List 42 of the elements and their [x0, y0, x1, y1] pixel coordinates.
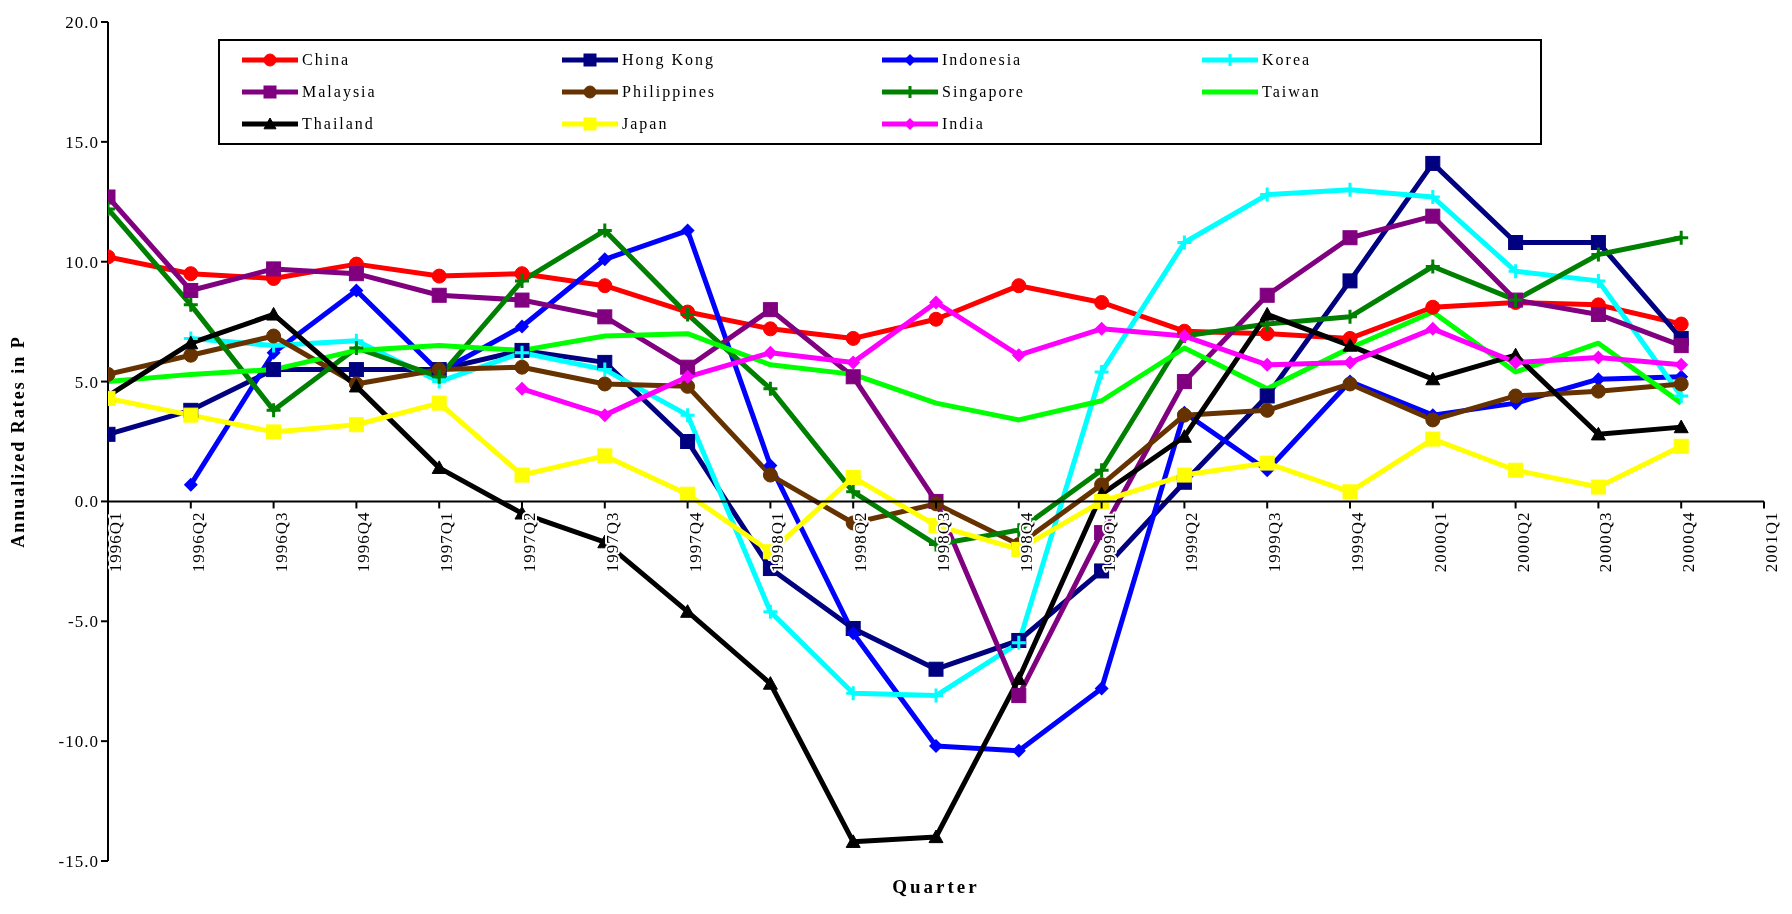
- x-tick-label: 2000Q1: [1430, 511, 1450, 573]
- legend-label: China: [302, 51, 351, 69]
- x-tick-label: 1996Q1: [106, 511, 125, 573]
- y-tick-label: -5.0: [68, 612, 99, 632]
- x-tick-label: 2000Q2: [1513, 511, 1533, 573]
- x-axis-title: Quarter: [891, 876, 981, 898]
- x-tick-label: 1998Q2: [851, 511, 871, 573]
- legend-label: Indonesia: [942, 51, 1023, 69]
- x-tick-label: 1999Q2: [1182, 511, 1202, 573]
- y-tick-label: 10.0: [65, 252, 99, 272]
- x-tick-label: 1998Q1: [768, 511, 788, 573]
- y-tick-label: 20.0: [65, 13, 99, 33]
- x-tick-label: 1997Q1: [437, 511, 457, 573]
- x-tick-label: 1996Q3: [271, 511, 291, 573]
- x-tick-label: 1997Q2: [520, 511, 539, 573]
- y-axis-title: Annualized Rates in P: [8, 335, 29, 548]
- x-tick-label: 1997Q3: [602, 511, 622, 573]
- x-tick-label: 1996Q2: [188, 511, 208, 573]
- y-tick-label: 0.0: [74, 492, 99, 512]
- x-tick-label: 2000Q3: [1596, 511, 1616, 573]
- y-tick-label: 15.0: [65, 132, 99, 152]
- legend-label: Malaysia: [302, 83, 377, 101]
- y-tick-label: -15.0: [58, 852, 99, 872]
- y-tick-label: -10.0: [58, 732, 99, 752]
- x-tick-label: 2000Q4: [1679, 511, 1699, 573]
- legend-label: Thailand: [302, 115, 375, 133]
- legend-label: Singapore: [942, 83, 1025, 101]
- x-tick-label: 1996Q4: [354, 511, 374, 573]
- legend-label: Philippines: [622, 83, 717, 101]
- x-tick-label: 1999Q3: [1265, 511, 1285, 573]
- legend-label: Japan: [622, 115, 669, 133]
- x-tick-label: 1999Q1: [1099, 511, 1119, 573]
- x-tick-label: 1997Q4: [685, 511, 705, 573]
- x-tick-label: 1998Q4: [1016, 511, 1036, 573]
- x-tick-label: 2001Q1: [1762, 511, 1781, 573]
- x-tick-label: 1999Q4: [1348, 511, 1367, 573]
- legend-label: India: [942, 115, 985, 133]
- legend-label: Taiwan: [1262, 83, 1321, 101]
- legend-label: Korea: [1262, 51, 1312, 69]
- x-tick-label: 1998Q3: [934, 511, 953, 573]
- legend-label: Hong Kong: [622, 51, 716, 69]
- y-tick-label: 5.0: [74, 372, 99, 392]
